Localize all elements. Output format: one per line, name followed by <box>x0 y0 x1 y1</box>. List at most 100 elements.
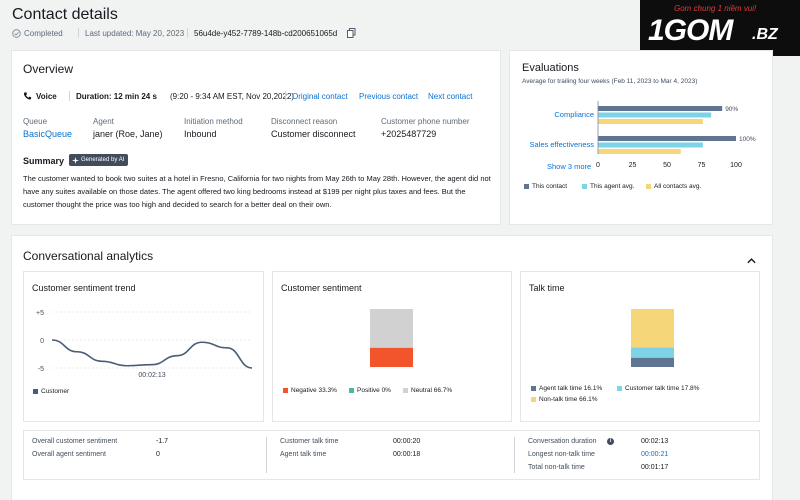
field-label: Queue <box>23 117 48 126</box>
collapse-caret-icon[interactable] <box>747 251 756 269</box>
x-tick-label: 0 <box>596 162 600 169</box>
info-icon[interactable]: i <box>607 438 614 445</box>
legend-label: Customer talk time 17.8% <box>625 385 700 392</box>
summary-text: The customer wanted to book two suites a… <box>23 174 491 209</box>
ai-badge: Generated by AI <box>69 154 129 166</box>
last-updated: Last updated: May 20, 2023 <box>85 29 185 38</box>
evaluations-chart: Compliance 90% Sales effectiveness 100% 0 25 5… <box>530 101 756 169</box>
metric-label: Agent talk time <box>280 451 327 458</box>
field-value: Inbound <box>184 129 217 139</box>
legend-label: Agent talk time 16.1% <box>539 385 603 392</box>
legend-label: This agent avg. <box>590 183 635 190</box>
y-tick-label: -5 <box>38 366 44 373</box>
metric-value: -1.7 <box>156 438 169 445</box>
brand-logo: Gom chung 1 niềm vui! 1GOM .BZ <box>640 0 800 56</box>
analytics-title: Conversational analytics <box>23 249 154 263</box>
evaluations-legend: This contact This agent avg. All contact… <box>524 183 764 193</box>
talk-time-legend: Agent talk time 16.1% Customer talk time… <box>531 385 753 409</box>
field-label: Agent <box>93 117 114 126</box>
stacked-bar-segment <box>370 309 413 348</box>
stacked-bar-segment <box>631 347 674 358</box>
metric-label: Customer talk time <box>280 438 339 445</box>
field-value: janer (Roe, Jane) <box>93 129 163 139</box>
legend-label: All contacts avg. <box>654 183 702 190</box>
evaluations-card: Evaluations Average for trailing four we… <box>510 51 772 224</box>
metric-value: 0 <box>156 451 160 458</box>
field-label: Disconnect reason <box>271 117 338 126</box>
trend-title: Customer sentiment trend <box>32 283 136 293</box>
evaluations-title: Evaluations <box>522 62 579 74</box>
status-text: Completed <box>24 29 63 38</box>
field-label: Customer phone number <box>381 117 470 126</box>
field-disconnect-reason: Disconnect reason Customer disconnect <box>271 117 356 139</box>
legend-label: Positive 0% <box>357 387 391 394</box>
field-label: Initiation method <box>184 117 243 126</box>
talk-time-panel: Talk time Agent talk time 16.1% Customer… <box>521 272 759 421</box>
talk-time-title: Talk time <box>529 283 565 293</box>
next-contact-link[interactable]: Next contact <box>428 92 473 101</box>
logo-tld: .BZ <box>752 26 778 43</box>
ai-badge-label: Generated by AI <box>81 157 125 163</box>
page-title: Contact details <box>12 6 118 23</box>
metric-label: Overall agent sentiment <box>32 451 106 458</box>
status-row: Completed Last updated: May 20, 2023 56u… <box>12 28 412 40</box>
duration-range: (9:20 - 9:34 AM EST, Nov 20,2022) <box>170 92 295 101</box>
field-agent: Agent janer (Roe, Jane) <box>93 117 163 139</box>
x-tick-label: 00:02:13 <box>138 372 165 379</box>
bar <box>598 106 723 111</box>
metric-label: Longest non-talk time <box>528 451 595 458</box>
legend-swatch <box>403 388 408 393</box>
legend-swatch <box>524 184 529 189</box>
metric-value: 00:02:13 <box>641 438 669 445</box>
talk-time-chart <box>631 309 674 367</box>
category-label: Sales effectiveness <box>530 140 595 149</box>
legend-label: This contact <box>532 183 568 190</box>
overview-card: Overview Voice Duration: 12 min 24 s (9:… <box>12 51 500 224</box>
customer-sentiment-panel: Customer sentiment Negative 33.3% Positi… <box>273 272 511 421</box>
metric-value: 00:00:20 <box>393 438 421 445</box>
sentiment-trend-panel: Customer sentiment trend +5 0 -5 00:02:13 C… <box>24 272 263 421</box>
duration-label: Duration: 12 min 24 s <box>76 92 157 101</box>
evaluations-subtitle: Average for trailing four weeks (Feb 11,… <box>522 78 698 85</box>
sentiment-legend: Negative 33.3% Positive 0% Neutral 66.7% <box>283 387 503 397</box>
metric-label: Total non-talk time <box>528 464 585 471</box>
longest-non-talk-time-link[interactable]: 00:00:21 <box>641 451 669 458</box>
y-tick-label: 0 <box>40 338 44 345</box>
legend-label: Non-talk time 66.1% <box>539 396 598 403</box>
field-value: Customer disconnect <box>271 129 356 139</box>
x-tick-label: 75 <box>698 162 706 169</box>
copy-icon[interactable] <box>347 28 356 40</box>
x-tick-label: 25 <box>629 162 637 169</box>
field-queue: Queue BasicQueue <box>23 117 72 139</box>
legend-swatch <box>531 397 536 402</box>
customer-sentiment-line <box>51 339 253 369</box>
sentiment-title: Customer sentiment <box>281 283 362 293</box>
phone-icon <box>23 91 32 103</box>
metric-label: Overall customer sentiment <box>32 438 118 445</box>
x-tick-label: 50 <box>663 162 671 169</box>
legend-label: Negative 33.3% <box>291 387 337 394</box>
value-label: 100% <box>739 136 756 143</box>
queue-link[interactable]: BasicQueue <box>23 129 73 139</box>
original-contact-link[interactable]: Original contact <box>292 92 348 101</box>
summary-title: Summary <box>23 156 65 166</box>
show-more-link[interactable]: Show 3 more <box>547 162 592 171</box>
field-value: +2025487729 <box>381 129 437 139</box>
category-label: Compliance <box>554 110 594 119</box>
divider <box>266 437 267 473</box>
bar <box>598 142 703 148</box>
legend-swatch <box>617 386 622 391</box>
bar <box>598 149 681 154</box>
legend-swatch <box>283 388 288 393</box>
trend-legend-label: Customer <box>41 388 70 395</box>
value-label: 90% <box>725 106 738 113</box>
overview-title: Overview <box>23 62 74 76</box>
bar <box>598 112 712 118</box>
previous-contact-link[interactable]: Previous contact <box>359 92 419 101</box>
conversational-analytics-card: Conversational analytics Customer sentim… <box>12 236 772 500</box>
bar <box>598 119 703 124</box>
channel-label: Voice <box>36 92 57 101</box>
bar <box>598 136 736 141</box>
logo-brand: 1GOM <box>648 14 733 47</box>
check-circle-icon <box>12 29 21 40</box>
